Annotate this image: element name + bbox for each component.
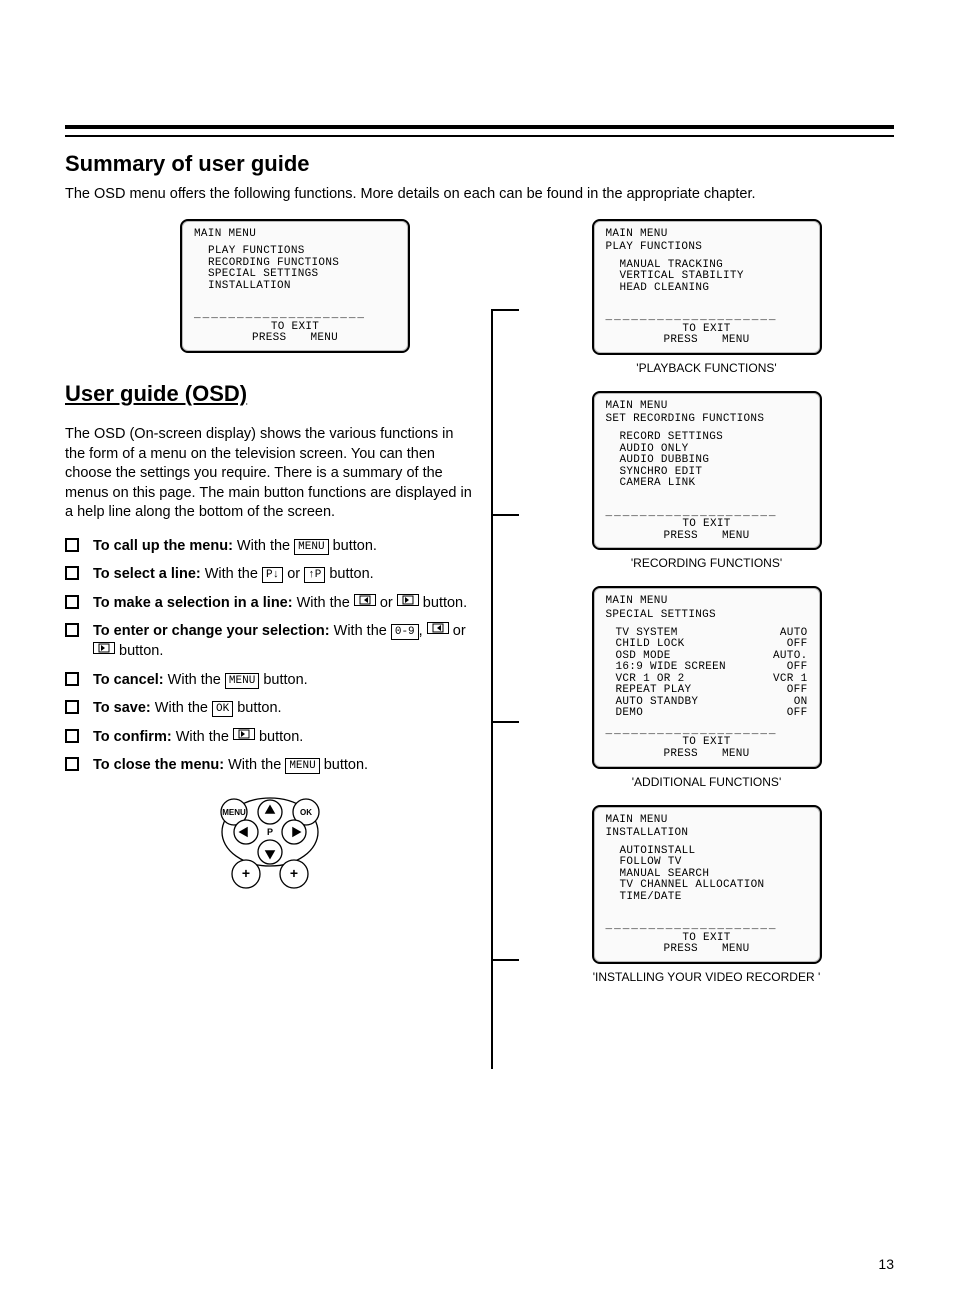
check-text: To cancel: With the MENU button. bbox=[93, 671, 475, 691]
check-item-cancel: To cancel: With the MENU button. bbox=[65, 671, 475, 691]
check-item-select: To select a line: With the P↓ or ↑P butt… bbox=[65, 565, 475, 585]
heading-summary: Summary of user guide bbox=[65, 151, 894, 177]
osd-title: MAIN MENU bbox=[194, 229, 396, 241]
check-text: To close the menu: With the MENU button. bbox=[93, 756, 475, 776]
tree-connector bbox=[491, 309, 525, 1069]
rule-thick bbox=[65, 125, 894, 129]
svg-text:+: + bbox=[290, 865, 298, 881]
svg-text:P: P bbox=[267, 827, 273, 837]
svg-text:MENU: MENU bbox=[222, 808, 246, 817]
rule-thin bbox=[65, 135, 894, 137]
check-text: To call up the menu: With the MENU butto… bbox=[93, 537, 475, 557]
left-column: MAIN MENU PLAY FUNCTIONS RECORDING FUNCT… bbox=[65, 219, 475, 1000]
check-item-close: To close the menu: With the MENU button. bbox=[65, 756, 475, 776]
osd-paragraph: The OSD (On-screen display) shows the va… bbox=[65, 425, 475, 523]
checkbox-icon bbox=[65, 672, 79, 686]
osd-special-settings: MAIN MENU SPECIAL SETTINGS TV SYSTEMAUTO… bbox=[592, 586, 822, 768]
checkbox-icon bbox=[65, 623, 79, 637]
osd-main-menu: MAIN MENU PLAY FUNCTIONS RECORDING FUNCT… bbox=[180, 219, 410, 353]
checkbox-icon bbox=[65, 700, 79, 714]
caption-install: 'INSTALLING YOUR VIDEO RECORDER ' bbox=[519, 970, 894, 984]
osd-footer: ____________________ TO EXIT PRESSMENU bbox=[194, 310, 396, 345]
check-text: To enter or change your selection: With … bbox=[93, 622, 475, 661]
check-item-call_up: To call up the menu: With the MENU butto… bbox=[65, 537, 475, 557]
right-column: MAIN MENU PLAY FUNCTIONS MANUAL TRACKING… bbox=[501, 219, 894, 1000]
intro-paragraph: The OSD menu offers the following functi… bbox=[65, 185, 894, 205]
check-text: To confirm: With the button. bbox=[93, 728, 475, 748]
osd-items: PLAY FUNCTIONS RECORDING FUNCTIONS SPECI… bbox=[208, 246, 396, 292]
checkbox-icon bbox=[65, 757, 79, 771]
check-item-confirm: To confirm: With the button. bbox=[65, 728, 475, 748]
svg-text:OK: OK bbox=[300, 808, 312, 817]
checkbox-icon bbox=[65, 729, 79, 743]
check-item-enter: To enter or change your selection: With … bbox=[65, 622, 475, 661]
checkbox-icon bbox=[65, 566, 79, 580]
osd-installation: MAIN MENU INSTALLATION AUTOINSTALL FOLLO… bbox=[592, 805, 822, 964]
page-number: 13 bbox=[878, 1256, 894, 1272]
heading-osd: User guide (OSD) bbox=[65, 381, 475, 407]
check-item-make_sel: To make a selection in a line: With the … bbox=[65, 594, 475, 614]
check-text: To select a line: With the P↓ or ↑P butt… bbox=[93, 565, 475, 585]
caption-special: 'ADDITIONAL FUNCTIONS' bbox=[519, 775, 894, 789]
checklist: To call up the menu: With the MENU butto… bbox=[65, 537, 475, 776]
caption-rec: 'RECORDING FUNCTIONS' bbox=[519, 556, 894, 570]
remote-diagram: MENU OK P + + bbox=[200, 794, 340, 899]
check-item-save: To save: With the OK button. bbox=[65, 699, 475, 719]
check-text: To save: With the OK button. bbox=[93, 699, 475, 719]
checkbox-icon bbox=[65, 595, 79, 609]
checkbox-icon bbox=[65, 538, 79, 552]
osd-recording-functions: MAIN MENU SET RECORDING FUNCTIONS RECORD… bbox=[592, 391, 822, 550]
svg-text:+: + bbox=[242, 865, 250, 881]
check-text: To make a selection in a line: With the … bbox=[93, 594, 475, 614]
osd-play-functions: MAIN MENU PLAY FUNCTIONS MANUAL TRACKING… bbox=[592, 219, 822, 355]
caption-play: 'PLAYBACK FUNCTIONS' bbox=[519, 361, 894, 375]
